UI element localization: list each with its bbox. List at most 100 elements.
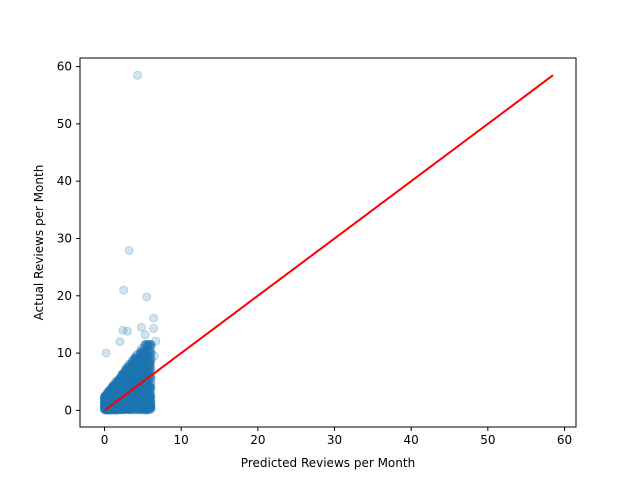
scatter-point xyxy=(102,395,112,405)
scatter-point xyxy=(111,388,121,398)
scatter-point xyxy=(135,401,145,411)
scatter-point xyxy=(116,381,126,391)
scatter-point xyxy=(138,400,148,410)
scatter-point xyxy=(124,246,134,255)
scatter-point xyxy=(104,395,114,405)
scatter-point xyxy=(102,398,112,408)
scatter-point xyxy=(121,402,131,412)
scatter-point xyxy=(105,391,115,401)
scatter-point xyxy=(114,383,124,393)
scatter-point xyxy=(110,387,120,397)
scatter-point xyxy=(127,396,137,406)
scatter-point xyxy=(133,392,143,402)
scatter-point xyxy=(123,400,133,410)
scatter-point xyxy=(133,365,142,375)
scatter-point xyxy=(110,404,119,414)
scatter-point xyxy=(100,399,110,409)
scatter-point xyxy=(129,398,139,408)
scatter-point xyxy=(137,395,147,405)
scatter-point xyxy=(112,389,122,399)
scatter-point xyxy=(137,362,147,372)
y-tick-label: 10 xyxy=(57,346,72,360)
scatter-point xyxy=(139,347,149,357)
scatter-point xyxy=(136,362,146,372)
scatter-point xyxy=(124,393,133,403)
scatter-point xyxy=(102,397,112,407)
scatter-point xyxy=(141,363,151,373)
scatter-point xyxy=(126,378,136,387)
scatter-point xyxy=(145,365,155,375)
scatter-point xyxy=(104,391,114,401)
scatter-point xyxy=(101,393,110,403)
scatter-point xyxy=(113,404,123,414)
scatter-point xyxy=(131,368,141,377)
scatter-point xyxy=(140,355,150,365)
scatter-point xyxy=(126,371,136,381)
scatter-point xyxy=(141,397,151,407)
scatter-point xyxy=(129,401,139,411)
scatter-point xyxy=(131,393,141,403)
scatter-point xyxy=(145,393,155,403)
scatter-point xyxy=(107,384,117,394)
scatter-point xyxy=(127,392,137,402)
scatter-point xyxy=(130,401,140,411)
scatter-point xyxy=(114,389,124,399)
scatter-point xyxy=(122,396,132,406)
scatter-point xyxy=(144,363,154,373)
scatter-point xyxy=(140,401,150,411)
scatter-point xyxy=(126,377,136,387)
scatter-point xyxy=(135,397,145,407)
scatter-point xyxy=(115,382,125,391)
scatter-point xyxy=(113,402,123,412)
scatter-point xyxy=(126,376,135,386)
scatter-point xyxy=(113,379,123,389)
scatter-point xyxy=(106,393,116,403)
scatter-point xyxy=(128,363,138,372)
scatter-point xyxy=(132,350,142,360)
scatter-point xyxy=(140,382,150,391)
scatter-point xyxy=(125,398,135,408)
scatter-point xyxy=(144,364,154,373)
scatter-point xyxy=(138,386,148,396)
scatter-point xyxy=(120,398,130,408)
scatter-point xyxy=(122,370,132,380)
scatter-point xyxy=(104,390,114,400)
scatter-point xyxy=(131,353,141,363)
scatter-point xyxy=(132,368,142,377)
scatter-point xyxy=(108,384,118,394)
scatter-point xyxy=(112,402,122,412)
scatter-point xyxy=(120,367,130,377)
scatter-point xyxy=(145,381,155,391)
scatter-point xyxy=(144,404,154,414)
scatter-point xyxy=(135,393,145,403)
scatter-point xyxy=(132,396,142,406)
scatter-point xyxy=(102,399,112,408)
scatter-point xyxy=(112,402,122,412)
scatter-point xyxy=(123,395,133,405)
scatter-point xyxy=(124,373,134,383)
scatter-point xyxy=(141,398,150,408)
scatter-point xyxy=(138,390,148,399)
scatter-point xyxy=(140,393,150,403)
scatter-point xyxy=(121,397,131,407)
scatter-point xyxy=(137,355,147,365)
scatter-point xyxy=(122,402,132,412)
scatter-point xyxy=(139,391,148,400)
scatter-point xyxy=(121,400,131,410)
scatter-point xyxy=(102,394,112,404)
scatter-point xyxy=(136,401,146,411)
scatter-point xyxy=(145,355,155,365)
scatter-point xyxy=(112,382,122,392)
scatter-point xyxy=(103,396,113,406)
scatter-point xyxy=(115,404,125,414)
scatter-point xyxy=(141,395,151,405)
scatter-point xyxy=(140,388,150,398)
scatter-point xyxy=(140,366,149,376)
scatter-point xyxy=(100,393,110,403)
scatter-point xyxy=(129,403,139,412)
scatter-point xyxy=(102,397,112,406)
scatter-point xyxy=(130,376,140,386)
scatter-point xyxy=(100,393,110,403)
scatter-point xyxy=(118,380,128,390)
scatter-point xyxy=(123,402,133,412)
